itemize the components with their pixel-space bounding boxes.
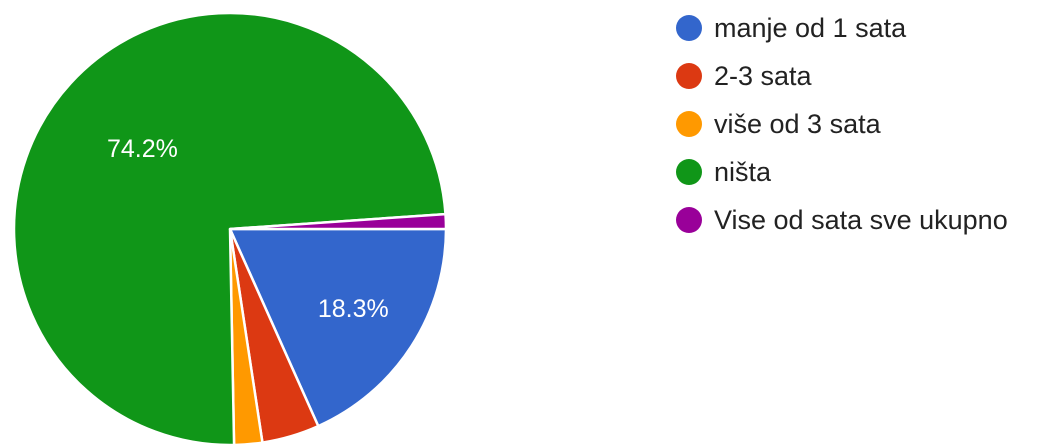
slice-value-label: 18.3% xyxy=(318,295,389,323)
slice-value-label: 74.2% xyxy=(107,135,178,163)
legend-label: 2-3 sata xyxy=(714,60,812,91)
legend-item-vise-od-3-sata[interactable]: više od 3 sata xyxy=(676,100,1008,148)
legend-item-vise-od-sata-sve-ukupno[interactable]: Vise od sata sve ukupno xyxy=(676,196,1008,244)
legend-swatch xyxy=(676,207,702,233)
legend: manje od 1 sata 2-3 sata više od 3 sata niš… xyxy=(676,4,1008,244)
pie-svg: 18.3% 74.2% xyxy=(12,11,448,444)
legend-item-manje-od-1-sata[interactable]: manje od 1 sata xyxy=(676,4,1008,52)
legend-item-2-3-sata[interactable]: 2-3 sata xyxy=(676,52,1008,100)
legend-label: Vise od sata sve ukupno xyxy=(714,204,1008,235)
pie-slice-vise-od-3-sata xyxy=(228,227,264,444)
pie-slice-vise-od-sata-sve-ukupno xyxy=(228,212,448,231)
legend-swatch xyxy=(676,111,702,137)
legend-label: manje od 1 sata xyxy=(714,12,907,43)
legend-swatch xyxy=(676,15,702,41)
legend-swatch xyxy=(676,159,702,185)
legend-swatch xyxy=(676,63,702,89)
legend-item-nista[interactable]: ništa xyxy=(676,148,1008,196)
legend-label: više od 3 sata xyxy=(714,108,881,139)
legend-label: ništa xyxy=(714,156,772,187)
pie-slice-manje-od-1-sata xyxy=(228,227,448,428)
